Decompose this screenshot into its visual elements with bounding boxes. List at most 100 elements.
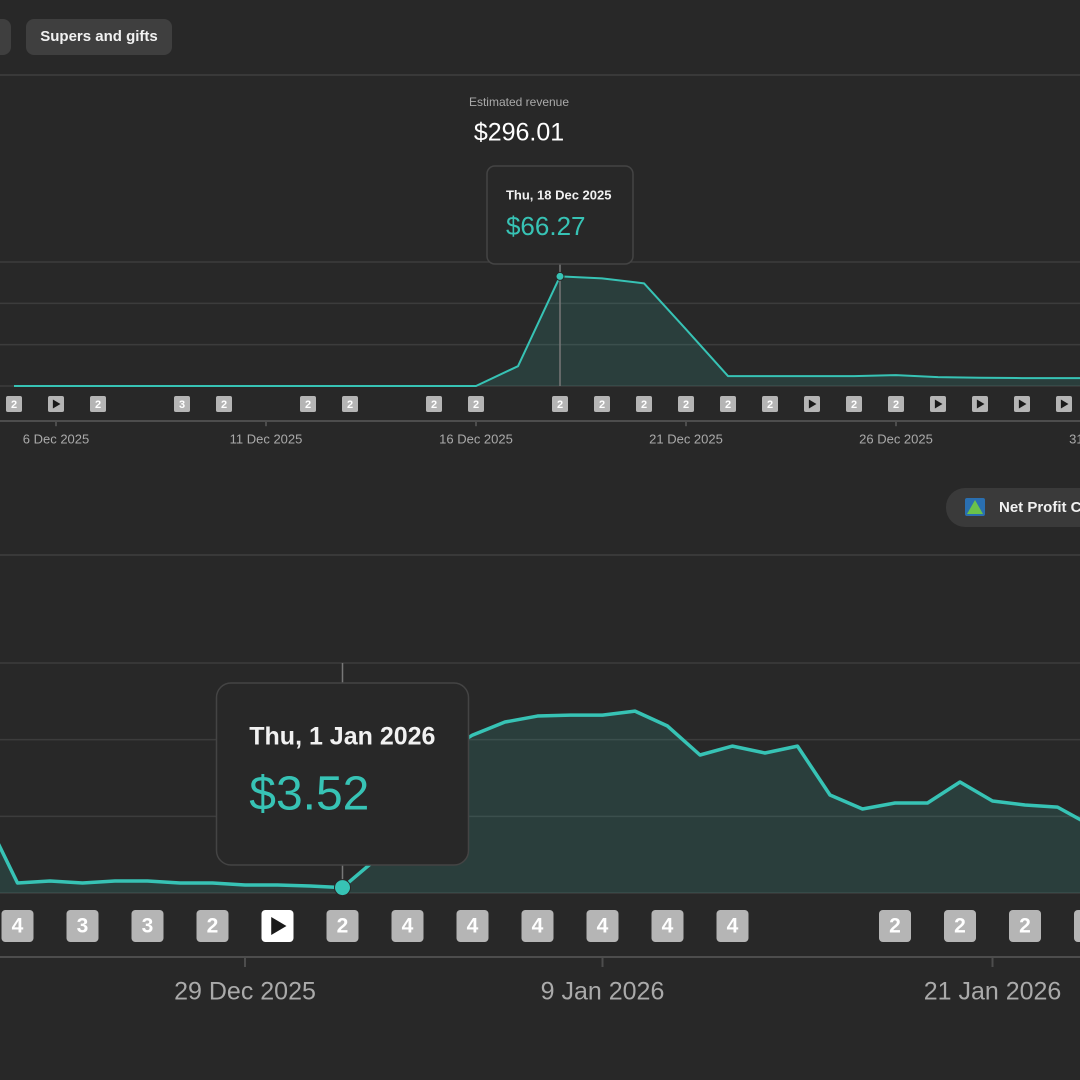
upload-count: 4 xyxy=(597,915,609,938)
upload-marker xyxy=(720,396,736,412)
hover-point xyxy=(334,879,351,897)
upload-count: 2 xyxy=(95,399,101,411)
upload-count: 4 xyxy=(532,915,544,938)
upload-count: 2 xyxy=(599,399,605,411)
area xyxy=(0,711,1080,893)
upload-marker xyxy=(552,396,568,412)
upload-count: 2 xyxy=(473,399,479,411)
upload-marker xyxy=(326,910,359,942)
upload-marker xyxy=(426,396,442,412)
x-tick-label: 11 Dec 2025 xyxy=(230,431,303,446)
x-tick-label: 16 Dec 2025 xyxy=(439,431,513,446)
upload-marker xyxy=(888,396,904,412)
chip[interactable] xyxy=(946,488,1080,527)
tooltip-value: $3.52 xyxy=(249,768,369,821)
upload-marker xyxy=(66,910,99,942)
upload-count: 3 xyxy=(77,915,89,938)
upload-count: 2 xyxy=(725,399,731,411)
upload-count: 2 xyxy=(683,399,689,411)
upload-count: 4 xyxy=(467,915,479,938)
tooltip-date: Thu, 1 Jan 2026 xyxy=(249,723,435,751)
play-icon xyxy=(1060,399,1069,409)
x-tick-label: 31 Dec 2025 xyxy=(1069,431,1080,446)
upload-marker xyxy=(762,396,778,412)
x-tick-label: 29 Dec 2025 xyxy=(174,978,316,1006)
upload-marker xyxy=(342,396,358,412)
upload-marker xyxy=(586,910,619,942)
chip-label: Net Profit C xyxy=(999,499,1080,516)
x-tick-label: 6 Dec 2025 xyxy=(23,431,90,446)
area xyxy=(14,276,1080,386)
upload-count: 2 xyxy=(431,399,437,411)
upload-marker xyxy=(131,910,164,942)
tooltip xyxy=(215,682,470,866)
x-tick-label: 26 Dec 2025 xyxy=(859,431,933,446)
tooltip-value: $66.27 xyxy=(506,211,586,241)
upload-count: 2 xyxy=(207,915,219,938)
upload-marker xyxy=(216,396,232,412)
upload-count: 2 xyxy=(851,399,857,411)
upload-marker xyxy=(1,910,34,942)
upload-marker xyxy=(90,396,106,412)
upload-marker xyxy=(651,910,684,942)
x-tick-label: 21 Dec 2025 xyxy=(649,431,723,446)
x-tick-label: 21 Jan 2026 xyxy=(924,978,1062,1006)
upload-marker xyxy=(1009,910,1041,942)
charts: 6 Dec 2025 11 Dec 2025 16 Dec 2025 21 Dec 2… xyxy=(0,165,1080,1006)
upload-marker xyxy=(456,910,489,942)
line xyxy=(0,709,1080,890)
metric-label: Estimated revenue xyxy=(469,95,569,109)
upload-marker xyxy=(846,396,862,412)
upload-count: 4 xyxy=(402,915,414,938)
upload-marker xyxy=(879,910,911,942)
upload-count: 2 xyxy=(11,399,17,411)
chip-icon xyxy=(967,500,983,514)
upload-count: 2 xyxy=(337,915,349,938)
upload-count: 3 xyxy=(142,915,154,938)
tooltip xyxy=(486,165,634,265)
upload-count: 2 xyxy=(889,915,901,938)
upload-count: 2 xyxy=(305,399,311,411)
upload-count: 4 xyxy=(662,915,674,938)
play-icon xyxy=(52,399,61,409)
play-icon xyxy=(1018,399,1027,409)
x-tick-label: 9 Jan 2026 xyxy=(541,978,665,1006)
tab-button[interactable] xyxy=(26,19,172,55)
upload-count: 2 xyxy=(893,399,899,411)
upload-count: 2 xyxy=(767,399,773,411)
line xyxy=(14,275,1080,387)
upload-count: 2 xyxy=(641,399,647,411)
upload-count: 4 xyxy=(727,915,739,938)
upload-marker xyxy=(468,396,484,412)
upload-count: 2 xyxy=(347,399,353,411)
upload-count: 3 xyxy=(179,399,185,411)
upload-marker xyxy=(716,910,749,942)
play-icon xyxy=(934,399,943,409)
hover-point xyxy=(555,271,565,281)
upload-marker xyxy=(594,396,610,412)
upload-count: 2 xyxy=(954,915,966,938)
upload-marker xyxy=(174,396,190,412)
upload-marker xyxy=(300,396,316,412)
upload-count: 2 xyxy=(1019,915,1031,938)
play-icon xyxy=(808,399,817,409)
upload-marker xyxy=(391,910,424,942)
upload-count: 4 xyxy=(12,915,24,938)
upload-count: 2 xyxy=(221,399,227,411)
tab-button[interactable] xyxy=(0,19,11,55)
upload-count: 2 xyxy=(557,399,563,411)
upload-marker xyxy=(636,396,652,412)
tooltip-date: Thu, 18 Dec 2025 xyxy=(506,187,611,202)
upload-marker xyxy=(944,910,976,942)
play-icon xyxy=(976,399,985,409)
upload-marker xyxy=(196,910,229,942)
upload-marker xyxy=(1074,910,1080,942)
upload-marker xyxy=(678,396,694,412)
upload-marker xyxy=(521,910,554,942)
upload-marker xyxy=(6,396,22,412)
tab-label: Supers and gifts xyxy=(40,28,158,45)
metric-total: $296.01 xyxy=(474,119,564,147)
play-icon xyxy=(271,917,287,935)
